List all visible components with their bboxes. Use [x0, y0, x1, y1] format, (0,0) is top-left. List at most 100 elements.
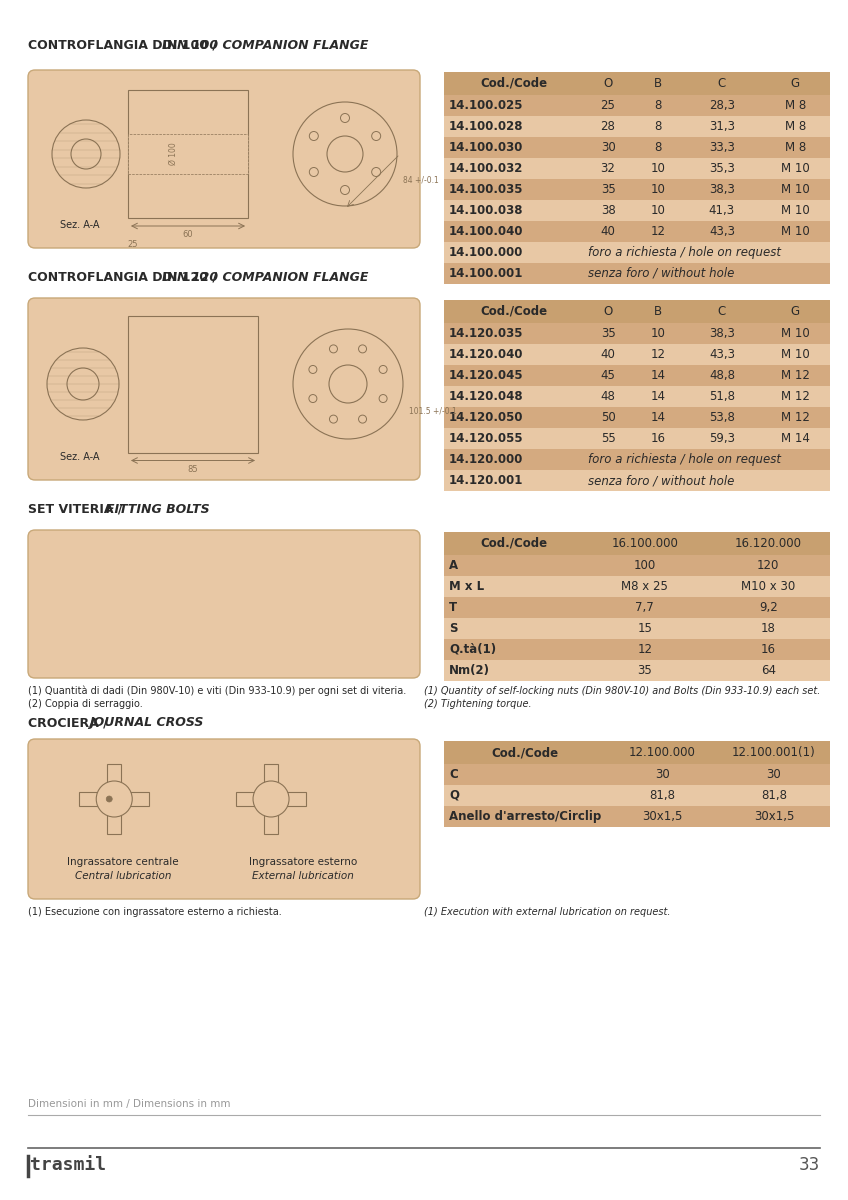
Bar — [444, 532, 830, 554]
Text: SET VITERIA /: SET VITERIA / — [28, 503, 127, 516]
Text: DIN 120 COMPANION FLANGE: DIN 120 COMPANION FLANGE — [162, 271, 368, 284]
Circle shape — [253, 781, 289, 817]
Text: (1) Esecuzione con ingrassatore esterno a richiesta.: (1) Esecuzione con ingrassatore esterno … — [28, 907, 282, 917]
Bar — [444, 323, 830, 344]
Text: 15: 15 — [638, 622, 652, 635]
Bar — [444, 428, 830, 449]
Text: 8: 8 — [655, 120, 662, 133]
Text: 30: 30 — [600, 140, 616, 154]
Text: (1) Execution with external lubrication on request.: (1) Execution with external lubrication … — [424, 907, 671, 917]
Text: 40: 40 — [600, 348, 616, 361]
Text: 45: 45 — [600, 370, 616, 382]
Bar — [444, 300, 830, 323]
Circle shape — [96, 781, 132, 817]
Polygon shape — [79, 792, 114, 806]
Text: 10: 10 — [650, 326, 666, 340]
Text: 8: 8 — [655, 98, 662, 112]
Bar — [128, 316, 258, 452]
Text: 12: 12 — [650, 348, 666, 361]
Text: 43,3: 43,3 — [709, 226, 735, 238]
Text: Ingrassatore esterno: Ingrassatore esterno — [248, 857, 357, 866]
Text: Cod./Code: Cod./Code — [492, 746, 559, 758]
Bar — [444, 263, 830, 284]
Text: senza foro / without hole: senza foro / without hole — [588, 266, 734, 280]
Text: 38: 38 — [600, 204, 616, 217]
Text: 14.120.048: 14.120.048 — [449, 390, 523, 403]
Text: 51,8: 51,8 — [709, 390, 735, 403]
Text: 31,3: 31,3 — [709, 120, 735, 133]
Text: 10: 10 — [650, 162, 666, 175]
FancyBboxPatch shape — [28, 298, 420, 480]
Text: 14.100.032: 14.100.032 — [449, 162, 523, 175]
Text: 14: 14 — [650, 410, 666, 424]
Text: Dimensioni in mm / Dimensions in mm: Dimensioni in mm / Dimensions in mm — [28, 1099, 231, 1109]
Text: C: C — [717, 77, 726, 90]
Bar — [444, 116, 830, 137]
Text: G: G — [790, 305, 800, 318]
Text: C: C — [449, 768, 458, 781]
Text: senza foro / without hole: senza foro / without hole — [588, 474, 734, 487]
Text: Cod./Code: Cod./Code — [480, 77, 547, 90]
Text: 14.120.001: 14.120.001 — [449, 474, 523, 487]
Text: 16.120.000: 16.120.000 — [734, 538, 801, 550]
Text: M 12: M 12 — [781, 370, 810, 382]
Text: 14.100.030: 14.100.030 — [449, 140, 523, 154]
Text: 14.100.028: 14.100.028 — [449, 120, 523, 133]
Text: Ingrassatore centrale: Ingrassatore centrale — [67, 857, 179, 866]
Text: S: S — [449, 622, 458, 635]
Text: 35: 35 — [600, 326, 616, 340]
Bar — [444, 242, 830, 263]
Text: 60: 60 — [182, 230, 193, 239]
Text: 14.100.001: 14.100.001 — [449, 266, 523, 280]
Bar — [444, 785, 830, 806]
Text: CONTROFLANGIA DIN 100 /: CONTROFLANGIA DIN 100 / — [28, 38, 221, 52]
Text: 43,3: 43,3 — [709, 348, 735, 361]
Polygon shape — [264, 799, 278, 834]
Text: M 10: M 10 — [781, 326, 810, 340]
Text: DIN 100 COMPANION FLANGE: DIN 100 COMPANION FLANGE — [162, 38, 368, 52]
Bar — [444, 554, 830, 576]
Bar — [444, 221, 830, 242]
Bar — [444, 764, 830, 785]
Text: FITTING BOLTS: FITTING BOLTS — [106, 503, 209, 516]
Text: M 8: M 8 — [784, 98, 806, 112]
Bar — [444, 365, 830, 386]
Text: 16.100.000: 16.100.000 — [611, 538, 678, 550]
Text: M 10: M 10 — [781, 348, 810, 361]
Text: 81,8: 81,8 — [649, 790, 675, 802]
Text: 35: 35 — [600, 182, 616, 196]
Bar — [444, 95, 830, 116]
Text: 16: 16 — [650, 432, 666, 445]
Text: Sez. A-A: Sez. A-A — [60, 452, 100, 462]
Bar — [444, 344, 830, 365]
Bar — [444, 407, 830, 428]
Text: 14: 14 — [650, 390, 666, 403]
Bar — [128, 90, 248, 218]
Bar — [444, 470, 830, 491]
Polygon shape — [114, 792, 149, 806]
Text: 32: 32 — [600, 162, 616, 175]
Bar — [444, 200, 830, 221]
Text: 14.120.045: 14.120.045 — [449, 370, 523, 382]
Polygon shape — [107, 799, 121, 834]
Text: 101.5 +/-0.1: 101.5 +/-0.1 — [409, 407, 457, 416]
Text: 30x1,5: 30x1,5 — [754, 810, 795, 823]
Text: 14.120.000: 14.120.000 — [449, 452, 523, 466]
Text: 28: 28 — [600, 120, 616, 133]
Polygon shape — [271, 792, 306, 806]
Text: 25: 25 — [600, 98, 616, 112]
Text: 18: 18 — [761, 622, 776, 635]
Text: (1) Quantity of self-locking nuts (Din 980V-10) and Bolts (Din 933-10.9) each se: (1) Quantity of self-locking nuts (Din 9… — [424, 686, 820, 696]
Text: M 10: M 10 — [781, 226, 810, 238]
Text: (2) Coppia di serraggio.: (2) Coppia di serraggio. — [28, 698, 142, 709]
Text: 14.120.055: 14.120.055 — [449, 432, 523, 445]
Text: 41,3: 41,3 — [709, 204, 735, 217]
Text: 12: 12 — [650, 226, 666, 238]
Text: 84 +/-0.1: 84 +/-0.1 — [403, 175, 438, 185]
Text: 12.100.000: 12.100.000 — [628, 746, 695, 758]
Text: (1) Quantità di dadi (Din 980V-10) e viti (Din 933-10.9) per ogni set di viteria: (1) Quantità di dadi (Din 980V-10) e vit… — [28, 686, 406, 696]
Text: 12: 12 — [637, 643, 652, 656]
Text: Nm(2): Nm(2) — [449, 664, 490, 677]
Text: 14.100.025: 14.100.025 — [449, 98, 523, 112]
Text: M 8: M 8 — [784, 140, 806, 154]
